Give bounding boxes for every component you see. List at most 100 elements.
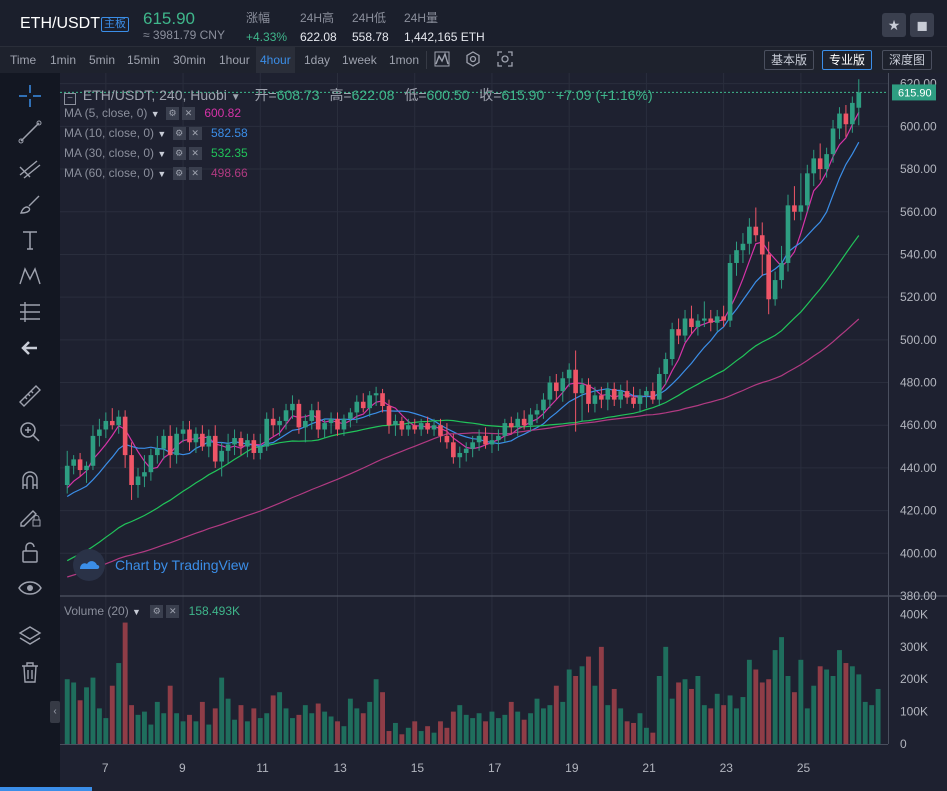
candle-body — [341, 418, 347, 430]
volume-bar — [476, 713, 482, 744]
ma-label[interactable]: MA (5, close, 0) — [64, 106, 148, 120]
ma-label[interactable]: MA (60, close, 0) — [64, 166, 155, 180]
ma-dropdown-icon[interactable]: ▼ — [157, 129, 167, 139]
candle-body — [727, 262, 733, 321]
ma-remove-icon[interactable]: ✕ — [188, 147, 202, 161]
depth-chart-button[interactable]: 深度图 — [882, 50, 933, 70]
volume-remove-icon[interactable]: ✕ — [166, 605, 180, 619]
volume-bar — [103, 718, 109, 744]
timeframe-4hour[interactable]: 4hour — [256, 47, 295, 73]
ma-remove-icon[interactable]: ✕ — [188, 167, 202, 181]
crosshair-icon[interactable] — [17, 83, 43, 109]
volume-bar — [734, 708, 739, 744]
candle-body — [161, 435, 167, 449]
back-arrow-icon[interactable] — [17, 335, 43, 361]
candle-body — [702, 318, 707, 321]
timeframe-1week[interactable]: 1week — [342, 53, 377, 67]
timeframe-15min[interactable]: 15min — [127, 53, 160, 67]
version-pro-button[interactable]: 专业版 — [822, 50, 873, 70]
volume-bar — [669, 698, 675, 744]
ma-label[interactable]: MA (10, close, 0) — [64, 126, 155, 140]
timeframe-1day[interactable]: 1day — [304, 53, 331, 67]
candle-body — [470, 442, 475, 449]
layers-icon[interactable] — [17, 623, 43, 649]
volume-bar — [566, 669, 572, 744]
tradingview-watermark[interactable]: Chart by TradingView — [115, 557, 249, 573]
time-tick-label: 11 — [256, 761, 269, 775]
candle-body — [489, 440, 495, 445]
stat-value: 622.08 — [300, 30, 337, 44]
ma-settings-icon[interactable]: ⚙ — [172, 127, 186, 141]
candle-body — [747, 226, 752, 244]
ma-legend-10: MA (10, close, 0) ▼ ⚙ ✕ 582.58 — [64, 126, 248, 141]
candle-body — [785, 205, 791, 263]
magnet-icon[interactable] — [17, 467, 43, 493]
version-basic-button[interactable]: 基本版 — [764, 50, 815, 70]
volume-bar — [579, 666, 585, 744]
zoom-in-icon[interactable] — [17, 419, 43, 445]
ma-dropdown-icon[interactable]: ▼ — [157, 169, 167, 179]
volume-bar — [534, 698, 540, 744]
ma-dropdown-icon[interactable]: ▼ — [150, 109, 160, 119]
candle-body — [245, 440, 250, 447]
candle-body — [348, 412, 353, 419]
fullscreen-icon[interactable]: ◼ — [910, 13, 934, 37]
volume-settings-icon[interactable]: ⚙ — [150, 605, 164, 619]
symbol-line[interactable]: ETH/USDT, 240, Huobi — [82, 87, 227, 103]
candle-body — [850, 102, 855, 125]
tradingview-logo-icon — [73, 549, 105, 581]
candle-body — [380, 393, 385, 407]
lock-drawing-icon[interactable] — [17, 503, 43, 529]
candle-body — [792, 205, 797, 212]
collapse-toolbar-button[interactable]: ‹ — [50, 701, 60, 723]
ma-remove-icon[interactable]: ✕ — [181, 107, 195, 121]
pitchfork-icon[interactable] — [17, 155, 43, 181]
unlock-icon[interactable] — [17, 539, 43, 565]
collapse-legend-icon[interactable]: − — [64, 93, 76, 105]
indicators-icon[interactable] — [432, 51, 452, 69]
timeframe-1mon[interactable]: 1mon — [389, 53, 420, 67]
timeframe-30min[interactable]: 30min — [173, 53, 206, 67]
price-tick-label: 480.00 — [900, 376, 937, 390]
pattern-icon[interactable] — [17, 263, 43, 289]
volume-label[interactable]: Volume (20) — [64, 604, 129, 618]
brush-icon[interactable] — [17, 191, 43, 217]
settings-gear-icon[interactable] — [463, 51, 483, 69]
symbol-dropdown-icon[interactable]: ▼ — [230, 92, 241, 103]
trash-icon[interactable] — [17, 659, 43, 685]
trend-line-icon[interactable] — [17, 119, 43, 145]
timeframe-5min[interactable]: 5min — [89, 53, 116, 67]
eye-visibility-icon[interactable] — [17, 575, 43, 601]
candle-body — [579, 384, 585, 394]
volume-bar — [637, 713, 643, 744]
ma-settings-icon[interactable]: ⚙ — [172, 167, 186, 181]
candle-body — [528, 414, 533, 426]
ma-label[interactable]: MA (30, close, 0) — [64, 146, 155, 160]
price-chart-svg[interactable]: 380.00 400.00 420.00 440.00 460.00 480.00 500.… — [60, 73, 947, 791]
ma-remove-icon[interactable]: ✕ — [188, 127, 202, 141]
candle-body — [200, 433, 205, 447]
candle-body — [476, 435, 482, 443]
candle-body — [135, 476, 141, 485]
timeframe-1min[interactable]: 1min — [50, 53, 77, 67]
candle-body — [830, 128, 836, 155]
chart-area[interactable]: 380.00 400.00 420.00 440.00 460.00 480.00 500.… — [50, 73, 947, 791]
volume-bar — [592, 685, 598, 744]
ma-settings-icon[interactable]: ⚙ — [172, 147, 186, 161]
volume-dropdown-icon[interactable]: ▼ — [132, 607, 141, 617]
favorite-star-icon[interactable]: ★ — [882, 13, 906, 37]
screenshot-icon[interactable] — [495, 51, 515, 69]
candle-body — [367, 395, 373, 409]
ma-settings-icon[interactable]: ⚙ — [165, 107, 179, 121]
volume-tick-label: 400K — [900, 607, 928, 621]
time-tick-label: 17 — [488, 761, 502, 775]
timeframe-1hour[interactable]: 1hour — [219, 53, 250, 67]
ma-dropdown-icon[interactable]: ▼ — [157, 149, 167, 159]
timeframe-time[interactable]: Time — [10, 53, 37, 67]
fib-retracement-icon[interactable] — [17, 299, 43, 325]
ruler-icon[interactable] — [17, 383, 43, 409]
text-tool-icon[interactable] — [17, 227, 43, 253]
ma-value: 498.66 — [211, 166, 248, 180]
candle-body — [257, 446, 263, 453]
pair-title[interactable]: ETH/USDT — [20, 15, 100, 32]
